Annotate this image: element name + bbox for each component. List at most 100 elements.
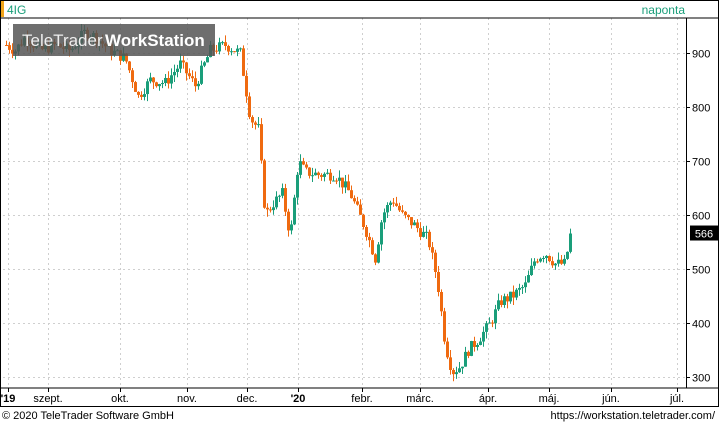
candle-up [380, 222, 383, 245]
candle-up [218, 42, 221, 52]
candle-down [260, 124, 263, 161]
watermark-box [13, 24, 215, 56]
candle-up [122, 53, 125, 61]
period-label: naponta [642, 3, 686, 17]
candle-up [314, 172, 317, 176]
candle-up [197, 83, 200, 87]
candle-down [452, 369, 455, 375]
candle-down [251, 117, 254, 123]
candle-up [179, 60, 182, 69]
candle-up [566, 251, 569, 259]
candle-down [263, 160, 266, 208]
candle-down [137, 91, 140, 95]
candle-down [233, 51, 236, 53]
candle-down [302, 161, 305, 165]
candle-up [497, 300, 500, 310]
candle-down [371, 240, 374, 255]
candle-down [131, 70, 134, 83]
candle-up [509, 291, 512, 302]
candle-down [347, 181, 350, 191]
candle-up [299, 161, 302, 175]
candle-down [512, 291, 515, 298]
accent-bar [1, 1, 4, 17]
candle-up [476, 344, 479, 347]
candle-down [392, 202, 395, 204]
candle-down [362, 214, 365, 228]
candle-up [170, 75, 173, 84]
y-tick-label: 700 [692, 157, 710, 169]
footer-url[interactable]: https://workstation.teletrader.com/ [550, 410, 715, 422]
candle-up [479, 341, 482, 345]
candle-down [368, 236, 371, 241]
candle-up [200, 65, 203, 84]
candle-down [194, 78, 197, 87]
candle-down [227, 45, 230, 52]
grid-lines [3, 18, 686, 388]
x-tick-label: '20 [291, 393, 306, 405]
candle-down [536, 261, 539, 263]
watermark-text-1: TeleTrader [22, 31, 103, 50]
last-price-marker [690, 225, 718, 241]
y-tick-label: 300 [692, 373, 710, 385]
candle-down [416, 222, 419, 229]
candle-down [5, 45, 8, 47]
candle-up [533, 261, 536, 266]
candle-down [374, 254, 377, 263]
candle-up [203, 62, 206, 66]
candle-down [182, 60, 185, 63]
candle-up [272, 207, 275, 211]
candle-down [134, 82, 137, 92]
candle-up [161, 82, 164, 85]
candle-down [341, 177, 344, 188]
candle-up [557, 259, 560, 264]
candle-down [434, 252, 437, 272]
candle-down [335, 180, 338, 182]
x-tick-label: szept. [33, 393, 62, 405]
candle-down [188, 73, 191, 77]
candle-down [167, 77, 170, 84]
candle-down [401, 210, 404, 212]
candle-up [143, 94, 146, 97]
candle-up [455, 372, 458, 375]
candle-down [242, 48, 245, 76]
candle-up [422, 231, 425, 237]
candle-up [470, 341, 473, 356]
candle-down [506, 296, 509, 302]
candle-up [296, 174, 299, 198]
candle-up [521, 287, 524, 289]
candle-down [11, 49, 14, 54]
candle-up [539, 258, 542, 262]
candle-up [458, 368, 461, 373]
candle-up [257, 124, 260, 126]
candle-down [353, 198, 356, 202]
candle-down [152, 77, 155, 83]
candle-down [467, 351, 470, 356]
candle-up [494, 309, 497, 324]
candle-down [305, 164, 308, 168]
candle-down [491, 322, 494, 324]
candle-up [221, 42, 224, 44]
candle-up [164, 77, 167, 83]
candle-down [266, 207, 269, 210]
candle-down [473, 341, 476, 347]
candle-up [173, 71, 176, 76]
candle-up [482, 331, 485, 342]
candle-down [431, 247, 434, 253]
y-tick-label: 600 [692, 211, 710, 223]
candle-up [230, 51, 233, 53]
y-tick-label: 800 [692, 103, 710, 115]
candle-down [320, 175, 323, 177]
candle-down [140, 94, 143, 97]
candle-down [287, 211, 290, 231]
outer-frame [0, 0, 719, 407]
candle-up [554, 263, 557, 266]
x-tick-label: '19 [1, 393, 16, 405]
candle-up [386, 205, 389, 213]
x-tick-label: dec. [237, 393, 258, 405]
candle-up [293, 197, 296, 225]
candle-up [239, 48, 242, 50]
candle-down [443, 311, 446, 342]
candle-down [245, 75, 248, 97]
candle-up [488, 322, 491, 324]
candle-up [542, 257, 545, 259]
